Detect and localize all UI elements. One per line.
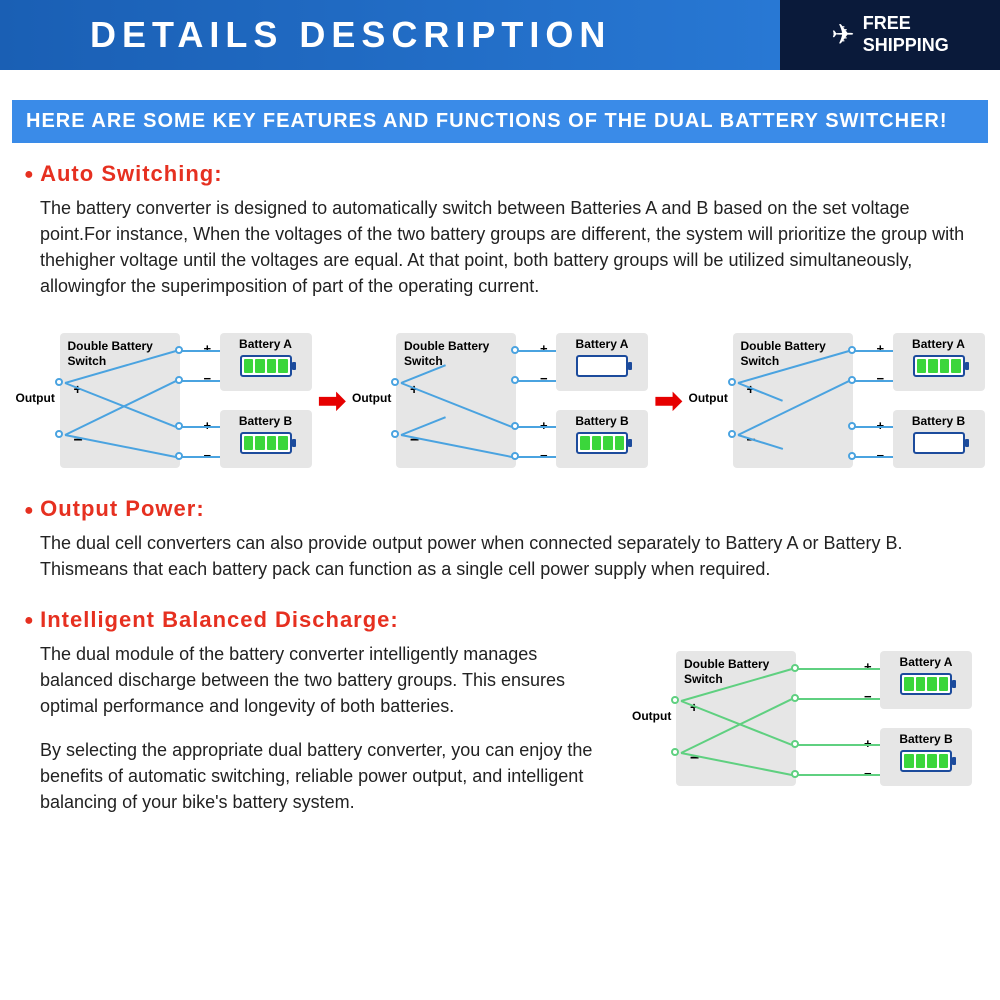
battery-box: Battery B: [220, 410, 312, 468]
feature3-text: The dual module of the battery converter…: [40, 641, 612, 834]
feature2-body: The dual cell converters can also provid…: [12, 530, 988, 592]
feature3-p1: The dual module of the battery converter…: [40, 641, 612, 719]
battery-box: Battery B: [556, 410, 648, 468]
battery-icon: [240, 432, 292, 454]
output-label: Output: [16, 391, 55, 405]
battery-box: Battery A: [893, 333, 985, 391]
shipping-line2: SHIPPING: [863, 35, 949, 57]
battery-icon: [900, 750, 952, 772]
feature1-title: Auto Switching:: [24, 161, 976, 187]
feature3-row: The dual module of the battery converter…: [12, 641, 988, 834]
feature3-title: Intelligent Balanced Discharge:: [24, 607, 976, 633]
shipping-text: FREE SHIPPING: [863, 13, 949, 56]
subheader: HERE ARE SOME KEY FEATURES AND FUNCTIONS…: [12, 100, 988, 143]
output-label: Output: [352, 391, 391, 405]
battery-box: Battery B: [893, 410, 985, 468]
header: DETAILS DESCRIPTION ✈ FREE SHIPPING: [0, 0, 1000, 70]
battery-box: Battery A: [556, 333, 648, 391]
battery-icon: [576, 432, 628, 454]
feature3-p2: By selecting the appropriate dual batter…: [40, 737, 612, 815]
arrow-icon: ➡: [318, 381, 347, 421]
battery-box: Battery A: [220, 333, 312, 391]
plane-icon: ✈: [831, 21, 854, 49]
feature2-title: Output Power:: [24, 496, 976, 522]
battery-icon: [913, 355, 965, 377]
output-label: Output: [632, 709, 671, 723]
battery-icon: [576, 355, 628, 377]
battery-box: Battery A: [880, 651, 972, 709]
battery-icon: [240, 355, 292, 377]
battery-icon: [900, 673, 952, 695]
free-shipping-badge: ✈ FREE SHIPPING: [780, 0, 1000, 70]
content: HERE ARE SOME KEY FEATURES AND FUNCTIONS…: [0, 100, 1000, 833]
battery-box: Battery B: [880, 728, 972, 786]
shipping-line1: FREE: [863, 13, 949, 35]
battery-icon: [913, 432, 965, 454]
feature1-body: The battery converter is designed to aut…: [12, 195, 988, 309]
output-label: Output: [689, 391, 728, 405]
diagram-row: Output Double Battery Switch+− Battery A Ba…: [12, 323, 988, 478]
page-title: DETAILS DESCRIPTION: [0, 0, 780, 70]
arrow-icon: ➡: [654, 381, 683, 421]
balanced-diagram: OutputDouble Battery Switch+−Battery ABa…: [632, 641, 972, 834]
switch-box: Double Battery Switch+−: [396, 333, 516, 468]
